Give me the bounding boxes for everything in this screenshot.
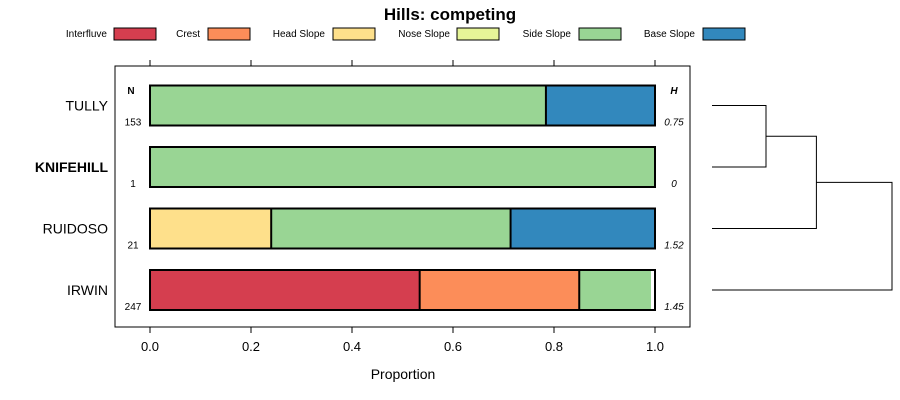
x-axis-title: Proportion bbox=[371, 366, 436, 382]
h-value: 1.52 bbox=[664, 241, 684, 252]
row-label: TULLY bbox=[65, 98, 108, 114]
h-value: 0.75 bbox=[664, 118, 684, 129]
n-column-header: N bbox=[127, 86, 134, 97]
dendrogram-link bbox=[712, 105, 767, 168]
legend-item-base-slope: Base Slope bbox=[644, 27, 746, 41]
bar-interfluve bbox=[150, 270, 420, 310]
bar-side-slope bbox=[271, 208, 511, 249]
x-tick-label: 0.6 bbox=[444, 339, 462, 354]
bar-rows: TULLY 153 0.75 KNIFEHILL 1 0 RUIDOSO 21 1.52 IRWI… bbox=[35, 84, 684, 313]
n-value: 21 bbox=[127, 241, 139, 252]
legend-item-side-slope: Side Slope bbox=[523, 27, 622, 41]
bar-outline bbox=[149, 84, 656, 127]
legend-swatch bbox=[456, 27, 500, 41]
x-axis: 0.0 0.2 0.4 0.6 0.8 1.0 bbox=[141, 327, 664, 354]
bar-outline bbox=[149, 146, 656, 188]
row-label: RUIDOSO bbox=[43, 221, 108, 237]
h-value: 0 bbox=[671, 179, 677, 190]
legend-item-crest: Crest bbox=[176, 27, 251, 41]
row-tully: TULLY 153 0.75 bbox=[65, 84, 684, 129]
dendrogram-link bbox=[712, 181, 893, 291]
n-value: 1 bbox=[130, 179, 136, 190]
legend-swatch bbox=[578, 27, 622, 41]
bar-outline bbox=[149, 269, 656, 311]
bar-outline bbox=[149, 207, 656, 250]
h-value: 1.45 bbox=[664, 302, 684, 313]
legend-swatch bbox=[113, 27, 157, 41]
n-value: 153 bbox=[125, 118, 142, 129]
bar-base-slope bbox=[510, 208, 655, 249]
legend-label: Crest bbox=[176, 29, 200, 40]
bar-side-slope bbox=[579, 270, 651, 310]
legend-label: Interfluve bbox=[66, 29, 108, 40]
row-label: KNIFEHILL bbox=[35, 159, 109, 175]
bar-base-slope bbox=[545, 85, 655, 126]
legend-swatch bbox=[207, 27, 251, 41]
legend-label: Base Slope bbox=[644, 29, 696, 40]
chart-title: Hills: competing bbox=[384, 5, 516, 24]
legend-item-interfluve: Interfluve bbox=[66, 27, 157, 41]
bar-head-slope bbox=[150, 208, 272, 249]
row-irwin: IRWIN 247 1.45 bbox=[67, 269, 684, 313]
bar-side-slope bbox=[150, 147, 655, 187]
legend-label: Head Slope bbox=[273, 29, 326, 40]
legend-label: Nose Slope bbox=[398, 29, 450, 40]
dendrogram bbox=[712, 105, 893, 291]
row-label: IRWIN bbox=[67, 282, 108, 298]
x-tick-label: 0.2 bbox=[242, 339, 260, 354]
n-value: 247 bbox=[125, 302, 142, 313]
legend-swatch bbox=[702, 27, 746, 41]
bar-side-slope bbox=[150, 85, 546, 126]
h-column-header: H bbox=[670, 86, 678, 97]
x-tick-label: 0.4 bbox=[343, 339, 361, 354]
bar-crest bbox=[419, 270, 580, 310]
row-ruidoso: RUIDOSO 21 1.52 bbox=[43, 207, 684, 252]
top-axis-ticks bbox=[149, 60, 656, 66]
plot-frame bbox=[114, 65, 691, 328]
dendrogram-link bbox=[712, 135, 817, 229]
row-knifehill: KNIFEHILL 1 0 bbox=[35, 146, 677, 190]
legend: Interfluve Crest Head Slope Nose Slope Side … bbox=[66, 27, 746, 41]
x-tick-label: 1.0 bbox=[646, 339, 664, 354]
legend-label: Side Slope bbox=[523, 29, 572, 40]
legend-item-head-slope: Head Slope bbox=[273, 27, 376, 41]
x-tick-label: 0.0 bbox=[141, 339, 159, 354]
legend-swatch bbox=[332, 27, 376, 41]
legend-item-nose-slope: Nose Slope bbox=[398, 27, 500, 41]
x-tick-label: 0.8 bbox=[545, 339, 563, 354]
